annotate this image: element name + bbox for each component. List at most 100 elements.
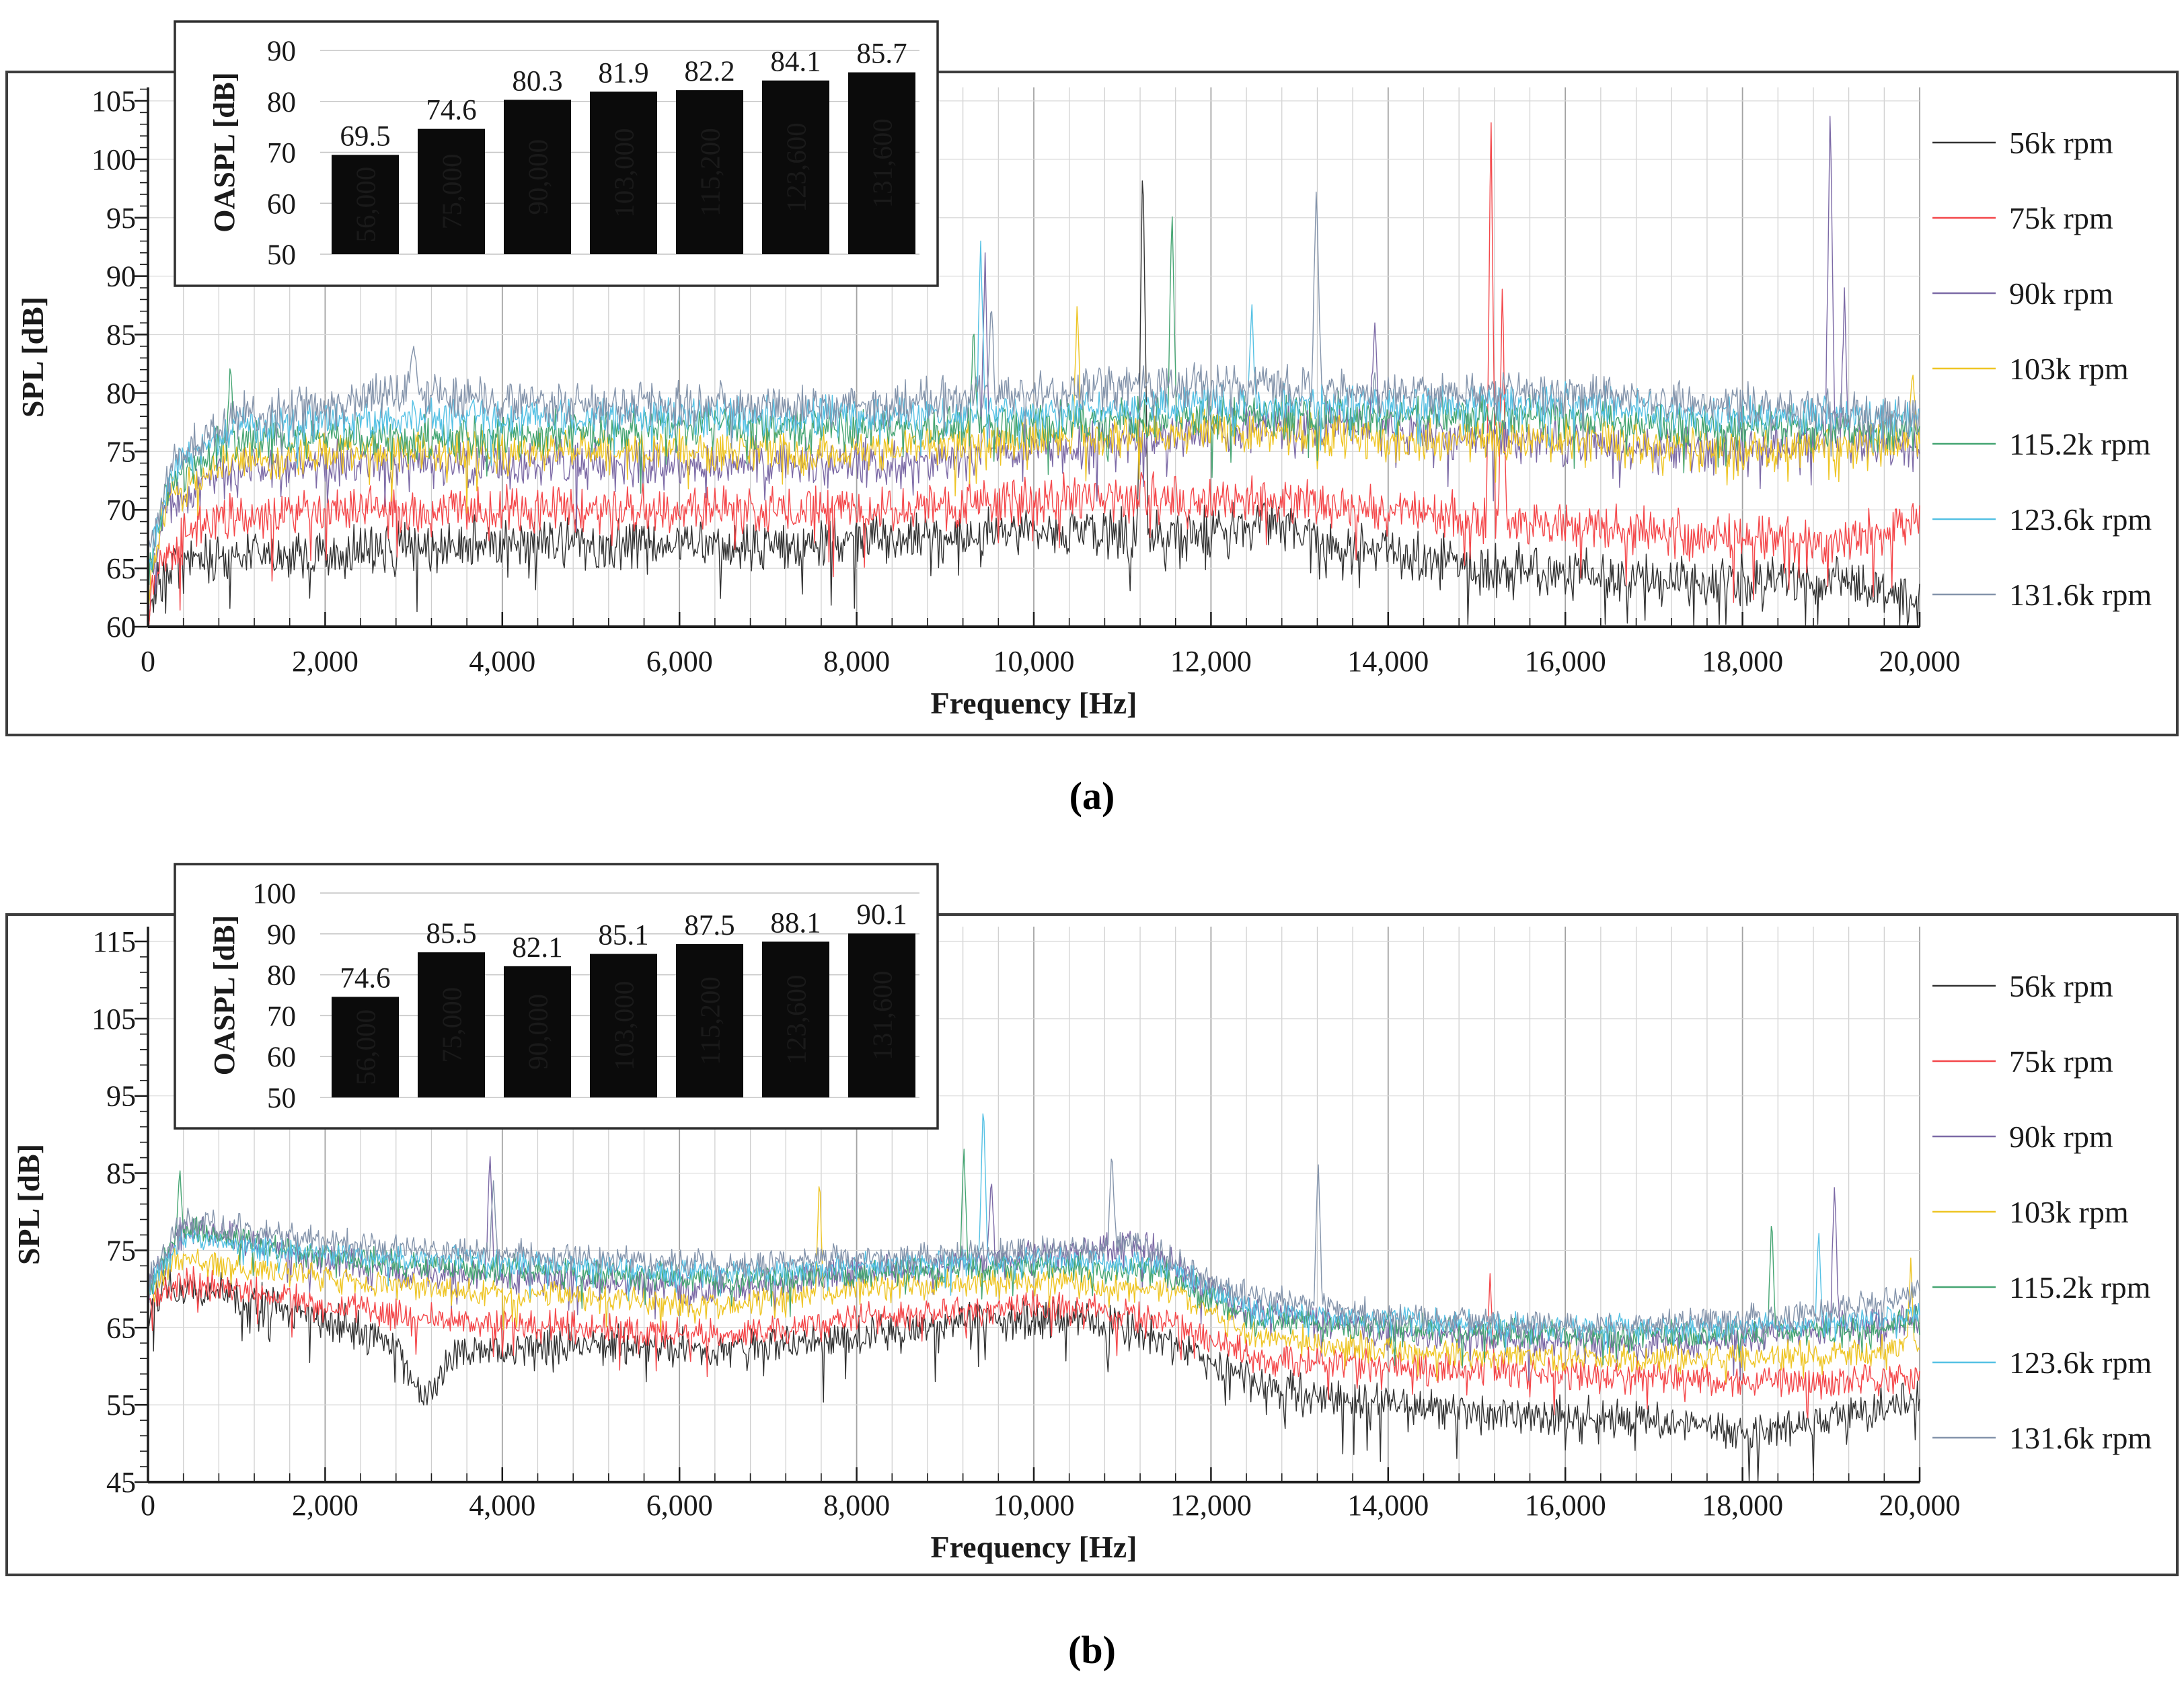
x-tick-label: 14,000 — [1347, 1489, 1429, 1522]
series-line-75k-rpm — [148, 122, 1920, 625]
legend-label-75k-rpm: 75k rpm — [2009, 1044, 2113, 1079]
x-tick-label: 4,000 — [469, 1489, 535, 1522]
inset-bar-value-label: 85.5 — [426, 918, 476, 950]
legend-label-115.2k-rpm: 115.2k rpm — [2009, 427, 2151, 461]
inset-y-tick-label: 50 — [267, 1083, 296, 1114]
legend-label-103k-rpm: 103k rpm — [2009, 352, 2129, 386]
y-tick-label: 45 — [106, 1466, 136, 1499]
series-line-123.6k-rpm — [147, 240, 1920, 572]
series-line-90k-rpm — [147, 116, 1920, 625]
inset-bar-value-label: 82.2 — [684, 56, 735, 87]
inset-bar-category-label: 75,000 — [436, 987, 467, 1063]
inset-bar-value-label: 88.1 — [770, 907, 821, 939]
legend-label-56k-rpm: 56k rpm — [2009, 126, 2113, 160]
inset-bar-category-label: 90,000 — [522, 139, 553, 215]
spectrum-chart-b: 0 2,000 4,000 6,000 8,000 10,000 12,000 14,000 1… — [5, 863, 2179, 1576]
inset-y-tick-label: 100 — [253, 878, 297, 910]
x-tick-label: 20,000 — [1879, 1489, 1961, 1522]
x-tick-label: 2,000 — [292, 645, 359, 678]
y-tick-label: 80 — [106, 377, 136, 410]
x-tick-label: 16,000 — [1525, 1489, 1606, 1522]
inset-bar-90-000 — [504, 966, 571, 1097]
y-tick-label: 75 — [106, 435, 136, 468]
inset-bar-103-000 — [590, 954, 657, 1097]
series-line-56k-rpm — [147, 180, 1920, 627]
x-tick-label: 4,000 — [469, 645, 535, 678]
y-axis-title: SPL [dB] — [15, 297, 50, 418]
x-axis-title: Frequency [Hz] — [930, 1530, 1137, 1564]
y-tick-label: 100 — [91, 143, 136, 176]
y-tick-label: 105 — [91, 85, 136, 118]
y-tick-label: 55 — [106, 1389, 136, 1422]
x-tick-label: 6,000 — [646, 645, 713, 678]
series-line-131.6k-rpm — [147, 192, 1920, 554]
inset-bar-value-label: 74.6 — [340, 962, 390, 994]
caption-a: (a) — [1069, 774, 1115, 818]
legend-label-131.6k-rpm: 131.6k rpm — [2009, 1421, 2152, 1455]
inset-bar-category-label: 115,200 — [694, 128, 725, 217]
inset-bar-value-label: 85.1 — [598, 920, 648, 952]
x-tick-label: 0 — [141, 1489, 155, 1522]
inset-bar-category-label: 123,600 — [780, 975, 811, 1064]
legend-label-56k-rpm: 56k rpm — [2009, 969, 2113, 1003]
inset-bar-category-label: 123,600 — [780, 122, 811, 212]
inset-bar-value-label: 82.1 — [512, 932, 562, 964]
y-tick-label: 85 — [106, 1157, 136, 1190]
inset-bar-category-label: 103,000 — [608, 128, 639, 218]
legend-label-123.6k-rpm: 123.6k rpm — [2009, 1346, 2152, 1380]
inset-y-axis-title: OASPL [dB] — [208, 915, 241, 1075]
inset-y-tick-label: 50 — [267, 239, 296, 271]
series-line-56k-rpm — [147, 1269, 1920, 1483]
inset-bar-category-label: 56,000 — [350, 1009, 381, 1085]
inset-y-tick-label: 90 — [267, 36, 296, 67]
y-tick-label: 95 — [106, 1080, 136, 1113]
inset-bar-90-000 — [504, 100, 571, 254]
series-line-75k-rpm — [147, 1266, 1920, 1419]
x-tick-label: 12,000 — [1170, 645, 1252, 678]
legend-label-90k-rpm: 90k rpm — [2009, 276, 2113, 311]
inset-bar-value-label: 81.9 — [598, 57, 648, 89]
legend-label-123.6k-rpm: 123.6k rpm — [2009, 502, 2152, 537]
legend-label-90k-rpm: 90k rpm — [2009, 1120, 2113, 1154]
x-axis-title: Frequency [Hz] — [930, 686, 1137, 720]
inset-bar-75-000 — [418, 952, 485, 1097]
x-tick-label: 0 — [141, 645, 155, 678]
inset-bar-123-600 — [762, 80, 829, 254]
legend-label-115.2k-rpm: 115.2k rpm — [2009, 1270, 2151, 1305]
inset-bar-value-label: 69.5 — [340, 120, 390, 152]
inset-bar-value-label: 90.1 — [856, 899, 907, 931]
inset-bar-value-label: 85.7 — [856, 38, 907, 70]
x-tick-label: 12,000 — [1170, 1489, 1252, 1522]
legend-label-131.6k-rpm: 131.6k rpm — [2009, 578, 2152, 612]
y-tick-label: 65 — [106, 1311, 136, 1344]
inset-bar-123-600 — [762, 941, 829, 1097]
inset-bar-value-label: 84.1 — [770, 46, 821, 78]
y-tick-label: 60 — [106, 611, 136, 644]
inset-y-tick-label: 80 — [267, 87, 296, 118]
series-line-131.6k-rpm — [147, 1158, 1920, 1351]
x-tick-label: 2,000 — [292, 1489, 359, 1522]
inset-bar-131-600 — [848, 72, 915, 254]
x-tick-label: 10,000 — [993, 645, 1075, 678]
x-tick-label: 18,000 — [1702, 1489, 1783, 1522]
y-tick-label: 115 — [93, 925, 136, 958]
y-tick-label: 85 — [106, 319, 136, 352]
inset-y-tick-label: 80 — [267, 960, 296, 992]
y-tick-label: 70 — [106, 494, 136, 527]
inset-y-tick-label: 70 — [267, 138, 296, 169]
inset-bar-131-600 — [848, 933, 915, 1097]
x-tick-label: 6,000 — [646, 1489, 713, 1522]
inset-bar-category-label: 56,000 — [350, 167, 381, 243]
series-line-103k-rpm — [147, 1186, 1920, 1383]
x-tick-label: 16,000 — [1525, 645, 1606, 678]
inset-bar-103-000 — [590, 91, 657, 254]
inset-y-tick-label: 70 — [267, 1001, 296, 1032]
y-tick-label: 90 — [106, 260, 136, 293]
inset-bar-value-label: 87.5 — [684, 910, 735, 941]
inset-bar-category-label: 131,600 — [866, 118, 897, 208]
inset-bar-115-200 — [676, 90, 743, 254]
inset-bar-75-000 — [418, 128, 485, 254]
y-tick-label: 95 — [106, 202, 136, 235]
x-tick-label: 10,000 — [993, 1489, 1075, 1522]
inset-y-axis-title: OASPL [dB] — [208, 72, 241, 232]
